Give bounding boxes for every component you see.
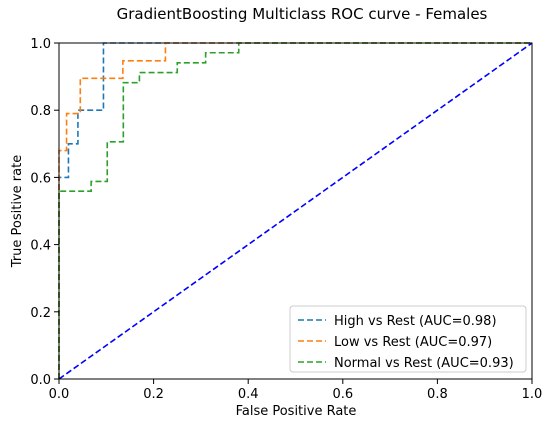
- legend-label: High vs Rest (AUC=0.98): [334, 314, 497, 329]
- high-vs-rest-line: [58, 42, 532, 379]
- legend-label: Low vs Rest (AUC=0.97): [334, 335, 492, 350]
- x-tick-label: 0.0: [49, 387, 70, 402]
- x-axis-label: False Positive Rate: [236, 404, 357, 419]
- y-tick-label: 0.8: [30, 104, 51, 119]
- legend-box: [289, 305, 527, 373]
- y-axis-label: True Positive rate: [10, 155, 25, 268]
- legend: High vs Rest (AUC=0.98) Low vs Rest (AUC=…: [289, 305, 527, 373]
- normal-vs-rest-line: [58, 42, 532, 379]
- y-tick-label: 0.2: [30, 306, 51, 321]
- y-tick-label: 1.0: [30, 37, 51, 52]
- x-tick-label: 0.6: [332, 387, 353, 402]
- y-tick-label: 0.4: [30, 239, 51, 254]
- x-tick-label: 0.8: [427, 387, 448, 402]
- chance-diagonal-line: [58, 42, 533, 380]
- chart-title: GradientBoosting Multiclass ROC curve - …: [117, 5, 488, 23]
- y-tick-label: 0.0: [30, 373, 51, 388]
- x-axis-ticks: 0.0 0.2 0.4 0.6 0.8 1.0: [49, 379, 543, 402]
- y-axis-ticks: 0.0 0.2 0.4 0.6 0.8 1.0: [30, 37, 59, 388]
- x-tick-label: 1.0: [522, 387, 543, 402]
- x-tick-label: 0.4: [238, 387, 259, 402]
- plot-frame: [58, 42, 533, 380]
- y-tick-label: 0.6: [30, 171, 51, 186]
- x-tick-label: 0.2: [143, 387, 164, 402]
- legend-label: Normal vs Rest (AUC=0.93): [334, 356, 514, 371]
